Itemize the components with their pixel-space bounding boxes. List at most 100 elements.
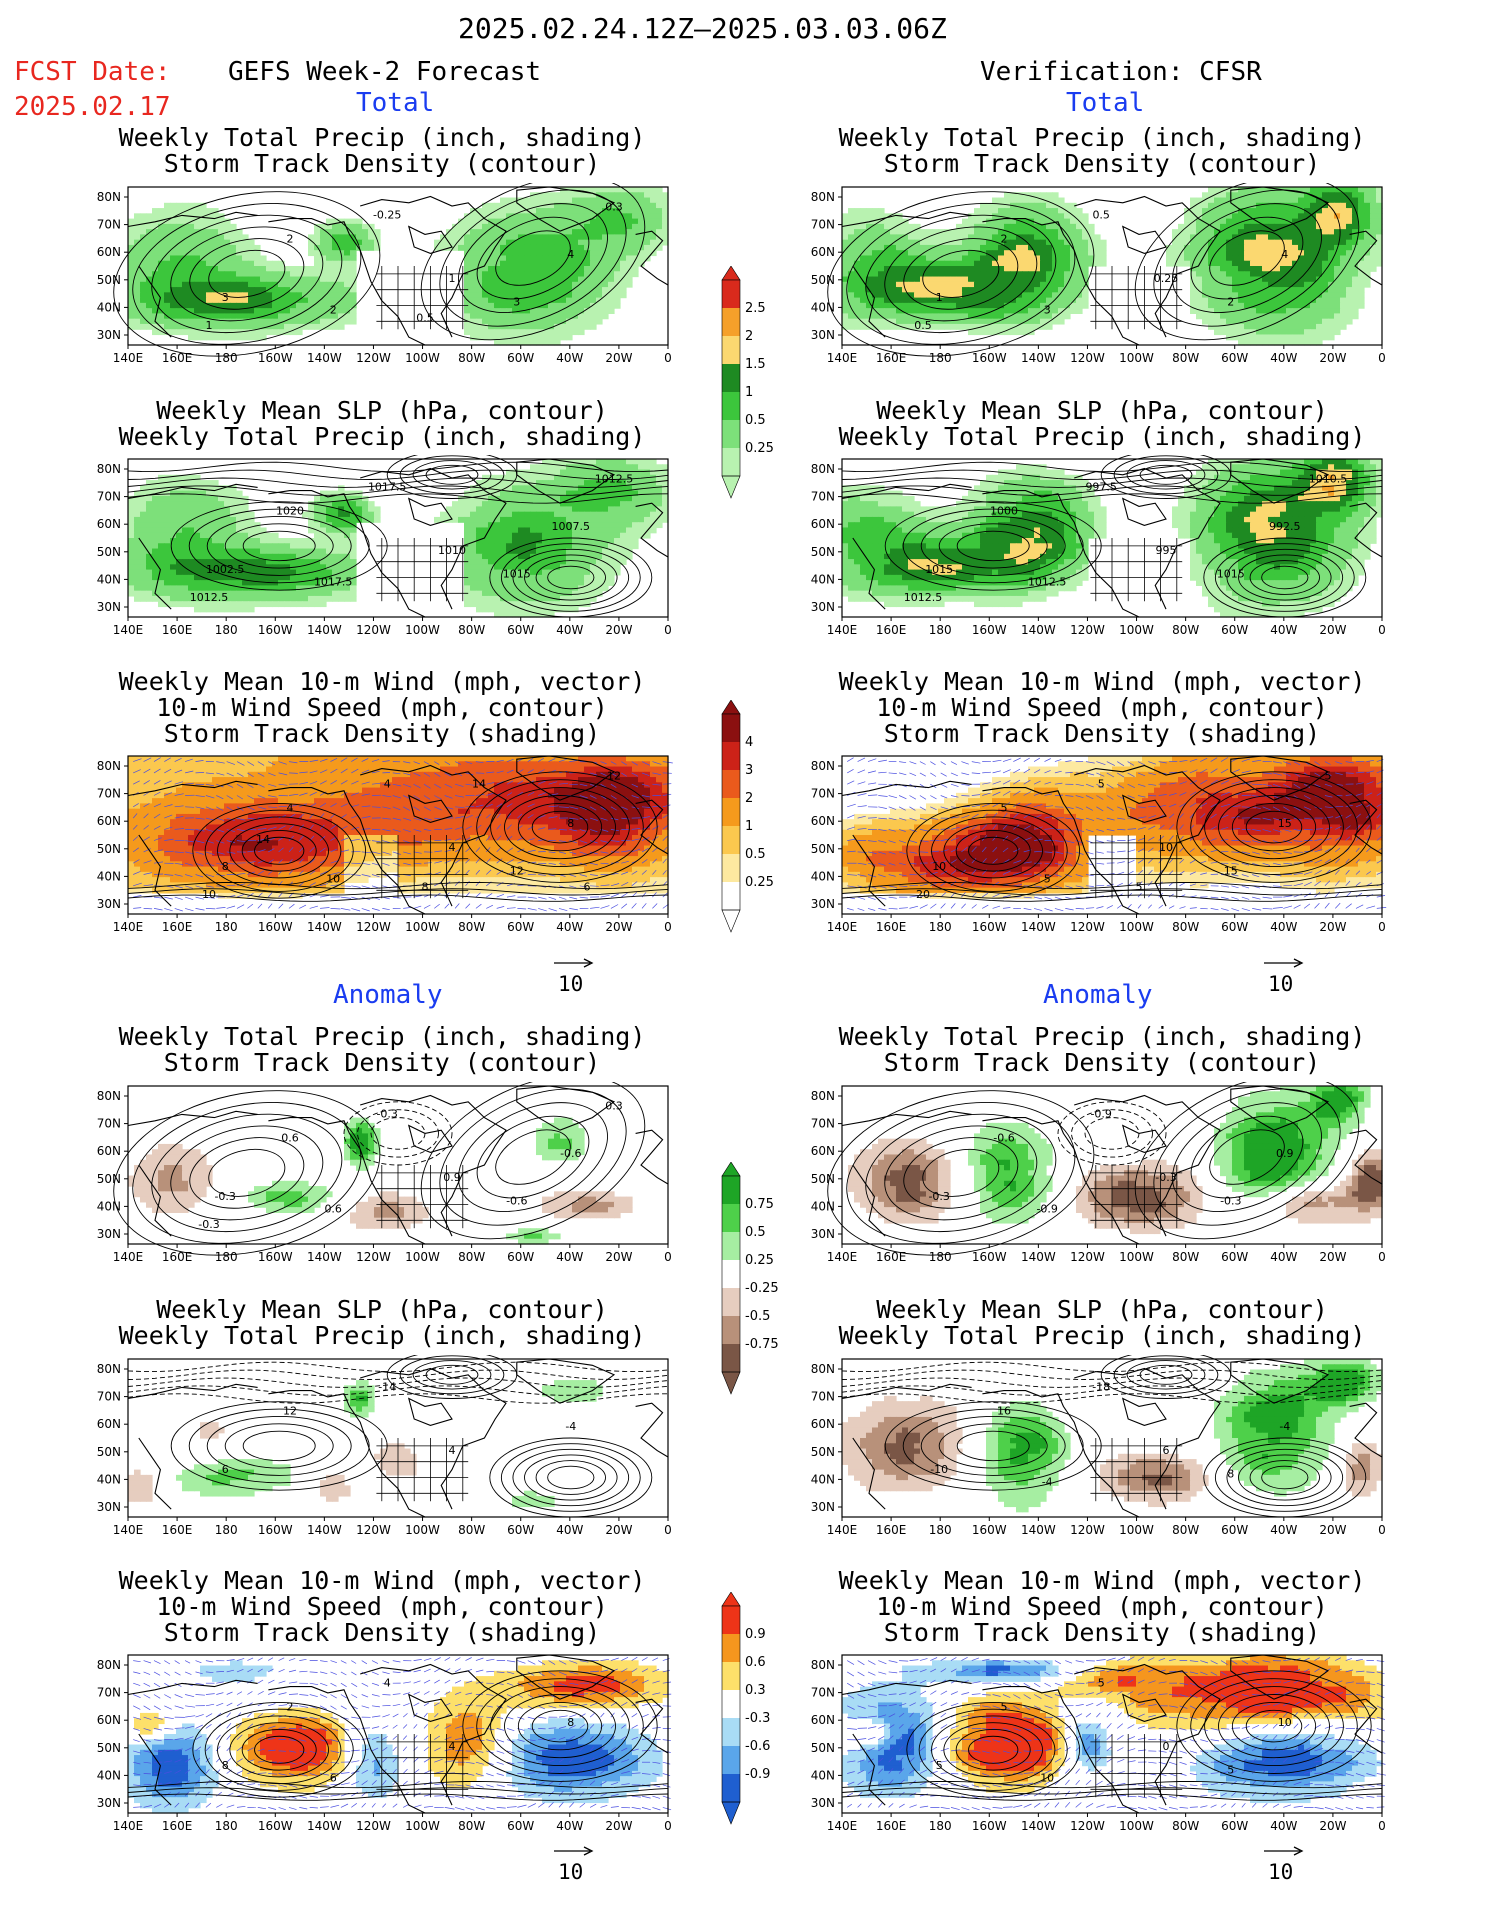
longitude-label: 160W <box>258 623 293 637</box>
longitude-label: 100W <box>405 920 440 934</box>
verif-slp-title-line: Weekly Total Precip (inch, shading) <box>762 423 1442 450</box>
longitude-label: 20W <box>605 351 632 365</box>
latitude-label: 70N <box>97 1686 121 1700</box>
fcst-wind-anom-title-line: Weekly Mean 10-m Wind (mph, vector) <box>42 1567 722 1594</box>
contour-label: 10 <box>326 872 340 885</box>
latitude-label: 50N <box>811 273 835 287</box>
latitude-label: 40N <box>97 1768 121 1782</box>
colorbar-swatch <box>722 1260 740 1288</box>
contour-label: 4 <box>384 1677 391 1690</box>
colorbar-swatch <box>722 308 740 336</box>
longitude-label: 160W <box>258 1819 293 1833</box>
contour-label: -0.6 <box>993 1131 1014 1144</box>
colorbar-swatch <box>722 826 740 854</box>
contour-label: 1007.5 <box>552 520 591 533</box>
longitude-label: 20W <box>605 920 632 934</box>
latitude-label: 80N <box>811 1089 835 1103</box>
latitude-label: 50N <box>811 545 835 559</box>
fcst-wind-title-line: Storm Track Density (shading) <box>42 720 722 747</box>
longitude-label: 160W <box>972 623 1007 637</box>
longitude-label: 160E <box>876 1250 907 1264</box>
latitude-label: 30N <box>97 897 121 911</box>
contour-label: 997.5 <box>1085 481 1117 494</box>
longitude-label: 160E <box>162 1523 193 1537</box>
latitude-label: 70N <box>811 490 835 504</box>
colorbar-swatch <box>722 1774 740 1802</box>
fcst-wind-title-line: Weekly Mean 10-m Wind (mph, vector) <box>42 668 722 695</box>
longitude-label: 60W <box>507 1250 534 1264</box>
longitude-label: 140W <box>1021 1250 1056 1264</box>
longitude-label: 160W <box>972 351 1007 365</box>
latitude-label: 60N <box>811 1417 835 1431</box>
map-verif-precip-total-plot: 2 0.5 0.25 4 1 3 2 0.5 80N 70N 60N 50N 40N 30N 140E 160… <box>811 183 1386 365</box>
longitude-label: 100W <box>1119 1819 1154 1833</box>
longitude-label: 40W <box>1270 623 1297 637</box>
svg-text:4: 4 <box>1281 248 1288 261</box>
contour-label: 3 <box>222 291 229 304</box>
latitude-label: 60N <box>811 517 835 531</box>
latitude-label: 40N <box>811 869 835 883</box>
contour-label: -0.6 <box>506 1195 527 1208</box>
contour-label: 5 <box>1098 1677 1105 1690</box>
contour-label: 2 <box>287 232 294 245</box>
latitude-label: 70N <box>97 490 121 504</box>
contour-label: 1020 <box>276 504 304 517</box>
map-fcst-slp-anomaly: 12 -14 4 -4 6 80N 70N 60N 50N 40N 30N 140E 160E 180 16… <box>80 1355 680 1543</box>
latitude-label: 40N <box>811 1199 835 1213</box>
contour-label: -0.3 <box>198 1218 219 1231</box>
longitude-label: 80W <box>458 1819 485 1833</box>
longitude-label: 20W <box>1319 920 1346 934</box>
colorbar-label: -0.75 <box>745 1337 779 1352</box>
fcst-slp-title-line: Weekly Total Precip (inch, shading) <box>42 423 722 450</box>
map-verif-precip-total: 2 0.5 0.25 4 1 3 2 0.5 80N 70N 60N 50N 40N 30N 140E 160… <box>794 183 1394 371</box>
longitude-label: 160E <box>162 351 193 365</box>
longitude-label: 40W <box>1270 1819 1297 1833</box>
latitude-label: 40N <box>97 1472 121 1486</box>
contour-label: 0.5 <box>416 311 434 324</box>
map-verif-slp-total: 1000 997.5 995 992.5 1015 1012.5 1015 1012.5 101… <box>794 455 1394 643</box>
longitude-label: 140E <box>113 1523 144 1537</box>
longitude-label: 140E <box>113 920 144 934</box>
longitude-label: 0 <box>664 1523 672 1537</box>
anomaly-label-left: Anomaly <box>333 980 443 1010</box>
latitude-label: 50N <box>811 842 835 856</box>
longitude-label: 120W <box>1070 920 1105 934</box>
longitude-label: 80W <box>458 351 485 365</box>
longitude-label: 160E <box>162 920 193 934</box>
longitude-label: 80W <box>458 1250 485 1264</box>
map-fcst-slp-total-plot: 1020 1017.5 1010 1007.5 1002.5 1017.5 1015 1012… <box>97 455 672 637</box>
longitude-label: 100W <box>1119 351 1154 365</box>
verif-wind-anom-title-line: 10-m Wind Speed (mph, contour) <box>762 1593 1442 1620</box>
contour-label: 1002.5 <box>206 563 245 576</box>
contour-label: 0.3 <box>605 201 623 214</box>
longitude-label: 140W <box>307 1819 342 1833</box>
colorbar-scale: 2.5 2 1.5 1 0.5 0.25 <box>721 266 774 499</box>
contour-label: 6 <box>330 1771 337 1784</box>
contour-label: 6 <box>584 880 591 893</box>
verif-wind-anom-title-line: Weekly Mean 10-m Wind (mph, vector) <box>762 1567 1442 1594</box>
longitude-label: 60W <box>1221 1250 1248 1264</box>
contour-label: -4 <box>565 1420 576 1433</box>
longitude-label: 140W <box>1021 1819 1056 1833</box>
latitude-label: 50N <box>811 1445 835 1459</box>
contour-label: -0.25 <box>373 209 401 222</box>
fcst-date-label: FCST Date: <box>14 57 171 87</box>
contour-label: 5 <box>1136 880 1143 893</box>
contour-label: -4 <box>1042 1475 1053 1488</box>
latitude-label: 60N <box>811 1713 835 1727</box>
contour-label: -0.9 <box>1036 1202 1057 1215</box>
longitude-label: 60W <box>507 920 534 934</box>
contour-label: 4 <box>449 1740 456 1753</box>
svg-text:0.3: 0.3 <box>605 201 623 214</box>
verif-precip-anom-title-line: Storm Track Density (contour) <box>762 1049 1442 1076</box>
contour-label: 0.5 <box>914 319 932 332</box>
fcst-date-value: 2025.02.17 <box>14 92 171 122</box>
longitude-label: 20W <box>605 1523 632 1537</box>
longitude-label: 180 <box>215 623 238 637</box>
longitude-label: 80W <box>1172 1819 1199 1833</box>
contour-label: 5 <box>1044 872 1051 885</box>
longitude-label: 0 <box>1378 623 1386 637</box>
longitude-label: 80W <box>1172 1250 1199 1264</box>
longitude-label: 160W <box>258 1523 293 1537</box>
colorbar-label: -0.25 <box>745 1281 779 1296</box>
